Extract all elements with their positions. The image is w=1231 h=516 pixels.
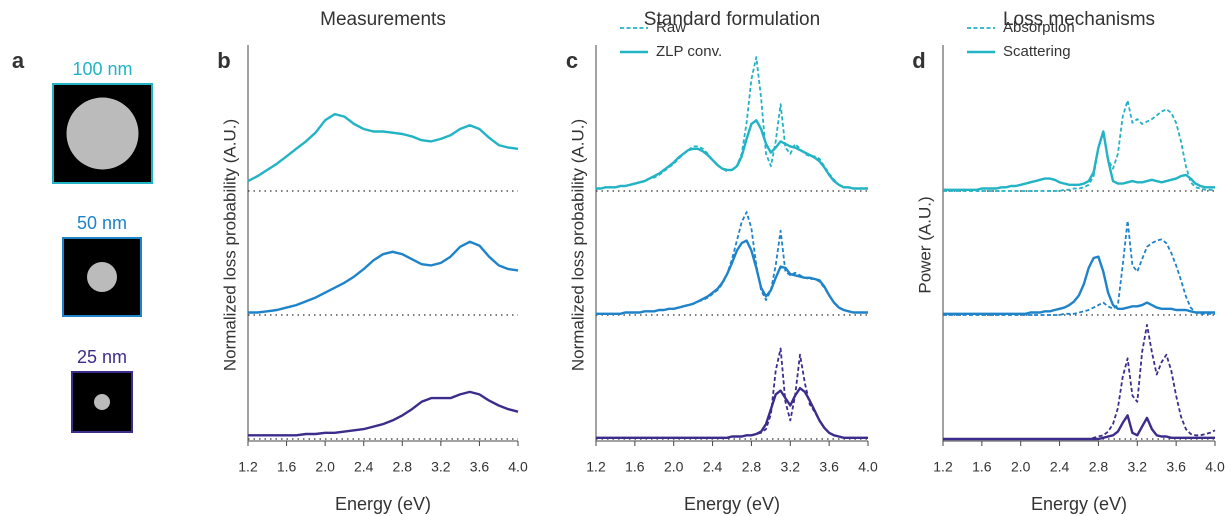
spectrum-line	[943, 219, 1215, 316]
spectrum-line	[943, 130, 1215, 191]
size-label: 25 nm	[77, 347, 127, 367]
panel-label: d	[912, 48, 925, 73]
x-tick-label: 1.6	[972, 459, 992, 475]
size-label: 100 nm	[72, 59, 132, 79]
x-axis-label: Energy (eV)	[684, 494, 780, 514]
x-tick-label: 2.8	[393, 459, 413, 475]
panel-label: b	[217, 48, 230, 73]
x-tick-label: 2.8	[1089, 459, 1109, 475]
spectrum-line	[943, 324, 1216, 440]
legend-label: Raw	[656, 19, 686, 36]
y-axis-label: Normalized loss probability (A.U.)	[568, 119, 587, 371]
x-tick-label: 1.2	[238, 459, 258, 475]
x-tick-label: 2.4	[1050, 459, 1070, 475]
spectrum-line	[247, 112, 519, 183]
chart-title: Measurements	[320, 9, 446, 30]
x-tick-label: 4.0	[858, 459, 878, 475]
particle	[87, 262, 117, 292]
legend-label: Absorption	[1003, 19, 1075, 36]
x-tick-label: 3.2	[781, 459, 801, 475]
x-axis-label: Energy (eV)	[335, 494, 431, 514]
x-tick-label: 1.2	[586, 459, 606, 475]
x-tick-label: 2.8	[742, 459, 762, 475]
panel-label: c	[566, 48, 578, 73]
size-label: 50 nm	[77, 213, 127, 233]
x-tick-label: 2.4	[354, 459, 374, 475]
spectrum-line	[596, 347, 868, 439]
x-tick-label: 3.2	[431, 459, 451, 475]
x-tick-label: 2.0	[1011, 459, 1031, 475]
x-tick-label: 1.2	[933, 459, 953, 475]
x-tick-label: 3.6	[819, 459, 839, 475]
spectrum-line	[596, 119, 868, 190]
x-axis-label: Energy (eV)	[1031, 494, 1127, 514]
x-tick-label: 2.0	[664, 459, 684, 475]
x-tick-label: 4.0	[508, 459, 528, 475]
spectrum-line	[943, 414, 1215, 441]
y-axis-label: Normalized loss probability (A.U.)	[220, 119, 239, 371]
chart-title: Loss mechanisms	[1003, 9, 1155, 30]
spectrum-line	[943, 255, 1215, 315]
particle	[66, 97, 139, 170]
x-tick-label: 2.4	[703, 459, 723, 475]
legend-label: ZLP conv.	[656, 43, 722, 60]
legend-label: Scattering	[1003, 43, 1071, 60]
spectrum-line	[596, 239, 868, 315]
x-tick-label: 4.0	[1205, 459, 1225, 475]
x-tick-label: 1.6	[625, 459, 645, 475]
x-tick-label: 3.6	[1166, 459, 1186, 475]
particle	[94, 394, 110, 410]
chart-title: Standard formulation	[644, 9, 820, 30]
x-tick-label: 3.2	[1128, 459, 1148, 475]
panel-label: a	[12, 48, 25, 73]
x-tick-label: 2.0	[315, 459, 335, 475]
spectrum-line	[943, 99, 1215, 192]
spectrum-line	[596, 387, 868, 439]
x-tick-label: 1.6	[277, 459, 297, 475]
y-axis-label: Power (A.U.)	[915, 196, 934, 293]
spectrum-line	[248, 390, 519, 437]
x-tick-label: 3.6	[470, 459, 490, 475]
spectrum-line	[248, 240, 519, 314]
